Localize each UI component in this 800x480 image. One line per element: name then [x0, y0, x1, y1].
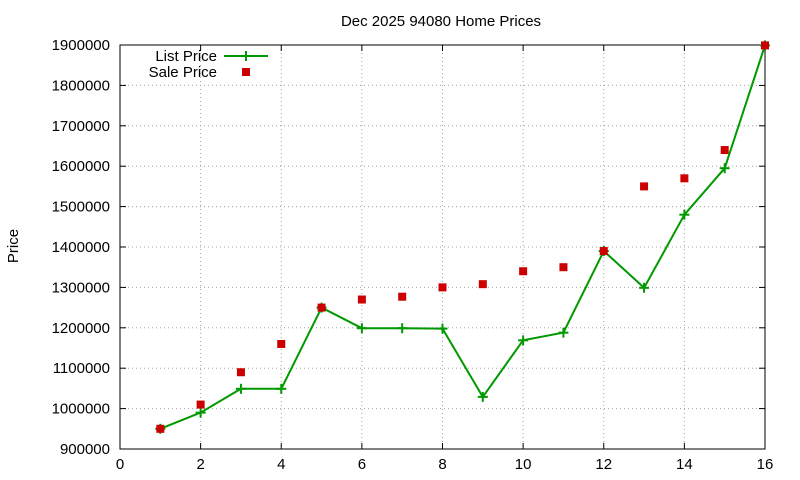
- legend: List Price Sale Price: [149, 48, 268, 81]
- sale-price-point: [720, 146, 729, 155]
- y-tick-label: 1200000: [52, 320, 110, 337]
- sale-price-point: [236, 368, 245, 377]
- x-tick-label: 10: [515, 456, 532, 473]
- list-price-line: [159, 45, 766, 430]
- list-price-point: [276, 383, 287, 394]
- list-price-point: [356, 323, 367, 334]
- y-tick-label: 1400000: [52, 239, 110, 256]
- grid: [120, 45, 765, 449]
- list-price-point: [518, 335, 529, 346]
- sale-price-point: [680, 174, 689, 183]
- list-price-point: [639, 282, 650, 293]
- y-axis-label: Price: [5, 229, 22, 263]
- x-tick-label: 14: [676, 456, 693, 473]
- list-price-point: [719, 163, 730, 174]
- legend-label-list-price: List Price: [155, 48, 217, 65]
- sale-price-point: [196, 400, 205, 409]
- list-price-point: [235, 383, 246, 394]
- y-tick-label: 1100000: [53, 360, 110, 377]
- list-price-point: [477, 391, 488, 402]
- legend-swatch-sale-price: [242, 68, 250, 76]
- plot-frame: [119, 44, 766, 450]
- y-tick-label: 1600000: [52, 158, 110, 175]
- list-price-point: [195, 407, 206, 418]
- sale-price-point: [277, 339, 286, 348]
- x-tick-label: 4: [277, 456, 285, 473]
- x-tick-label: 2: [196, 456, 204, 473]
- list-price-point: [558, 327, 569, 338]
- sale-price-point: [438, 283, 447, 292]
- sale-price-point: [398, 292, 407, 301]
- sale-price-point: [640, 182, 649, 191]
- sale-price-point: [317, 303, 326, 312]
- y-tick-label: 1700000: [52, 118, 110, 135]
- y-tick-label: 1800000: [52, 77, 110, 94]
- x-tick-label: 6: [358, 456, 366, 473]
- x-tick-label: 12: [595, 456, 612, 473]
- y-tick-label: 1000000: [52, 401, 110, 418]
- y-tick-label: 1300000: [52, 279, 110, 296]
- chart-title: Dec 2025 94080 Home Prices: [341, 13, 541, 30]
- sale-price-point: [357, 295, 366, 304]
- legend-label-sale-price: Sale Price: [149, 64, 217, 81]
- sale-price-point: [599, 247, 608, 256]
- y-tick-label: 1900000: [52, 37, 110, 54]
- sale-price-point: [519, 267, 528, 276]
- sale-price-point: [156, 424, 165, 433]
- series: [155, 40, 770, 434]
- y-tick-label: 900000: [60, 441, 110, 458]
- list-price-point: [397, 323, 408, 334]
- x-tick-label: 0: [116, 456, 124, 473]
- sale-price-point: [478, 280, 487, 289]
- sale-price-point: [761, 41, 769, 50]
- sale-price-point: [559, 263, 568, 272]
- list-price-point: [437, 323, 448, 334]
- list-price-point: [679, 209, 690, 220]
- legend-marker-list-price: [241, 51, 251, 61]
- axis-ticks: 900000 1000000 1100000 1200000 1300000 140000…: [52, 37, 774, 473]
- x-tick-label: 8: [438, 456, 446, 473]
- y-tick-label: 1500000: [52, 199, 110, 216]
- x-tick-label: 16: [757, 456, 774, 473]
